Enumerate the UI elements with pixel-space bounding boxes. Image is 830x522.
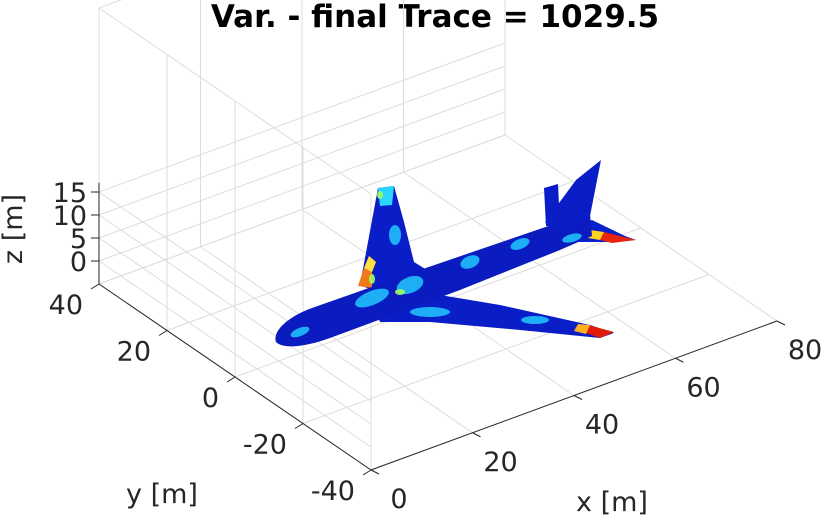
y-tick-mark xyxy=(90,283,100,290)
x-tick-label: 40 xyxy=(585,410,619,441)
x-tick-mark xyxy=(776,320,786,326)
tail-stabilizer-warm xyxy=(588,230,604,240)
y-tick-label: -20 xyxy=(243,430,287,461)
y-axis-label: y [m] xyxy=(126,479,198,510)
x-tick-mark xyxy=(370,469,380,475)
x-axis-label: x [m] xyxy=(576,487,648,518)
x-tick-mark xyxy=(675,357,684,363)
side-wall-grid-line xyxy=(98,237,372,425)
z-tick-label: 0 xyxy=(70,247,87,278)
variance-highlights xyxy=(290,225,582,338)
z-axis-label: z [m] xyxy=(0,194,29,264)
variance-peaks xyxy=(369,191,405,295)
x-tick-mark xyxy=(472,432,481,438)
y-tick-labels: -40 -20 0 20 40 xyxy=(49,283,372,507)
aircraft-surface xyxy=(275,160,636,347)
y-tick-mark xyxy=(362,469,372,476)
wing-left-surface xyxy=(372,295,614,338)
chart-title: Var. - final Trace = 1029.5 xyxy=(211,0,659,35)
z-tick-label: 5 xyxy=(70,224,87,255)
x-tick-label: 60 xyxy=(686,372,720,403)
y-tick-mark xyxy=(158,330,168,336)
x-tick-label: 80 xyxy=(788,335,822,366)
side-wall-grid-line xyxy=(98,260,372,448)
x-tick-mark xyxy=(573,395,583,400)
y-tick-label: -40 xyxy=(311,476,355,507)
wing-right-root-warm xyxy=(364,256,376,272)
x-tick-label: 0 xyxy=(390,484,407,515)
y-tick-label: 0 xyxy=(202,383,219,414)
wing-left-tip-warm xyxy=(574,324,590,334)
z-tick-label: 10 xyxy=(53,201,87,232)
wing-left-tip-hot xyxy=(586,325,614,338)
side-wall-grid-line xyxy=(98,214,372,402)
side-wall-grid-line xyxy=(98,191,372,379)
vertical-tail-fin-root xyxy=(544,184,560,226)
wing-right-root-hot xyxy=(358,268,372,288)
wing-right-tip-highlight xyxy=(378,186,394,206)
z-tick-label: 15 xyxy=(53,178,87,209)
y-tick-mark xyxy=(294,423,304,429)
x-tick-labels: 0 20 40 60 80 xyxy=(370,320,822,515)
y-tick-mark xyxy=(226,376,236,383)
x-tick-label: 20 xyxy=(483,447,517,478)
y-tick-label: 40 xyxy=(49,290,83,321)
tail-stabilizer-hot xyxy=(600,232,636,243)
y-tick-label: 20 xyxy=(117,337,151,368)
box-edge xyxy=(98,7,372,195)
grid-lines xyxy=(98,0,778,471)
